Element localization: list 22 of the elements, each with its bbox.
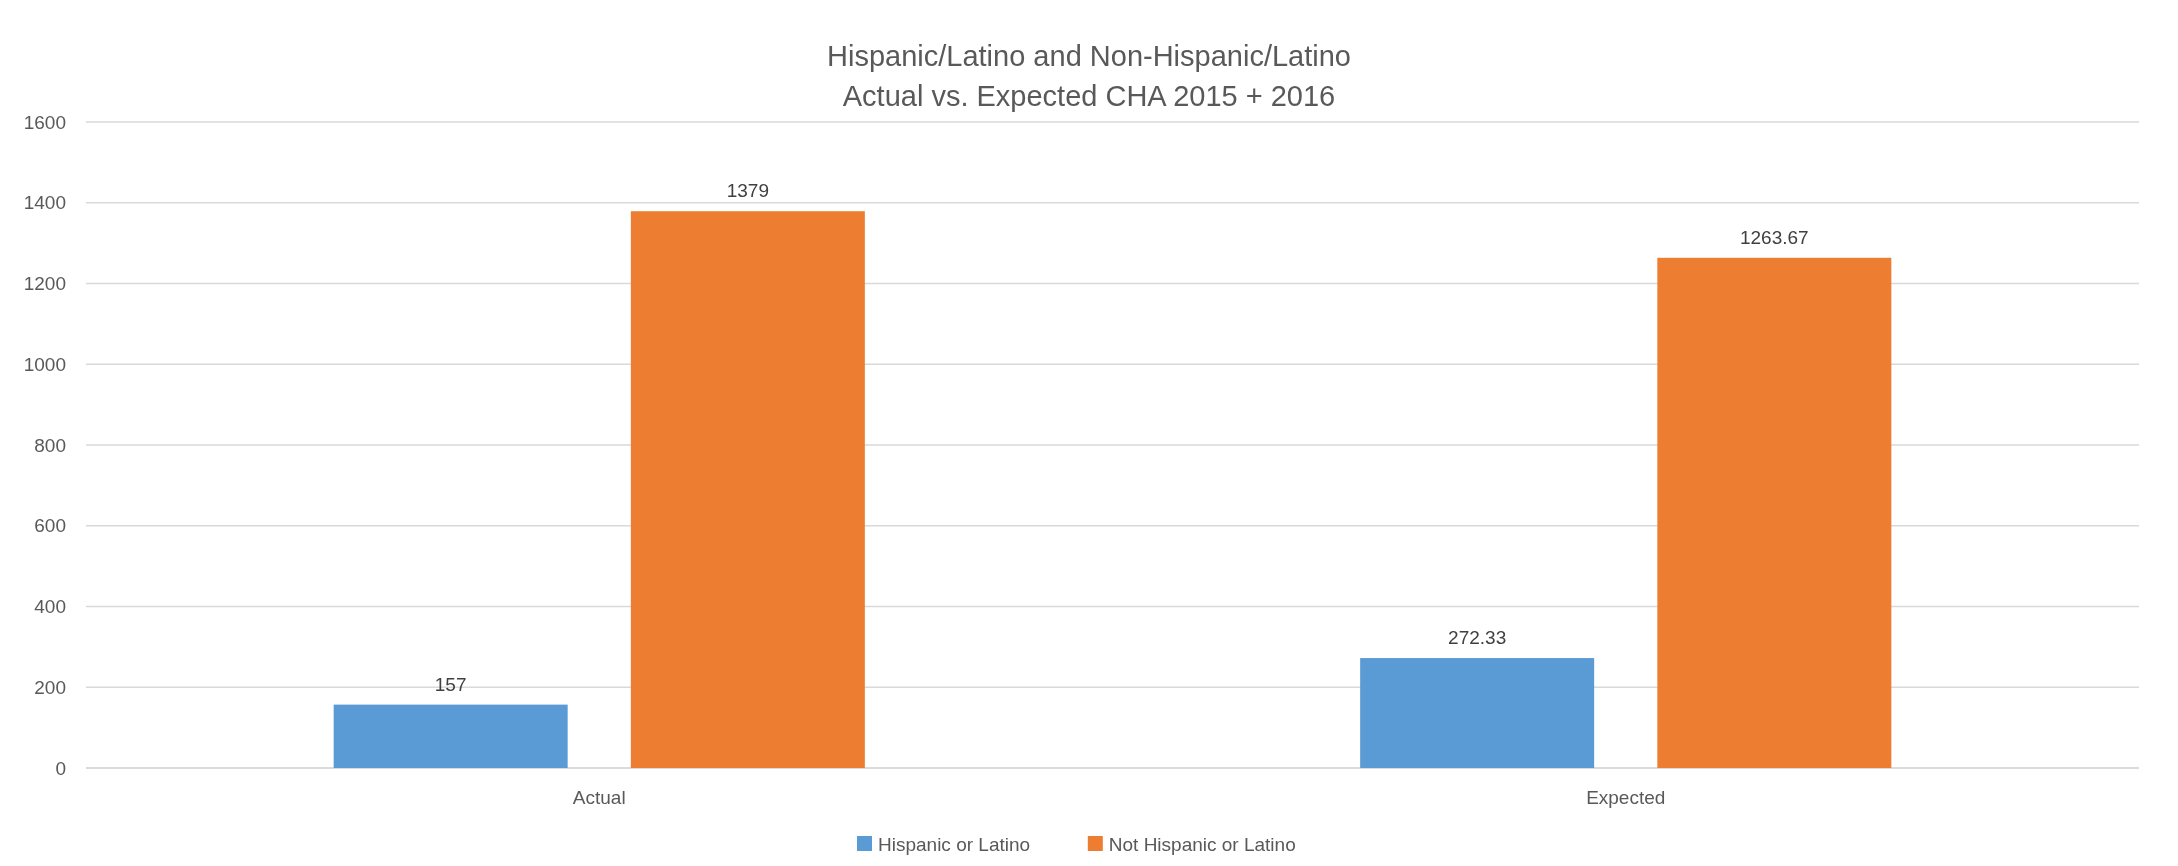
y-tick-label: 1000 bbox=[23, 353, 66, 375]
y-tick-label: 600 bbox=[34, 515, 66, 537]
y-tick-label: 200 bbox=[34, 676, 66, 698]
y-tick-label: 400 bbox=[34, 596, 66, 618]
y-tick-label: 1200 bbox=[23, 273, 66, 295]
data-label: 1379 bbox=[726, 180, 769, 202]
y-tick-label: 1400 bbox=[23, 192, 66, 214]
chart-title: Hispanic/Latino and Non-Hispanic/Latino Actual vs. Expected CHA 2015 + 2016 bbox=[827, 40, 1351, 112]
bar bbox=[1657, 257, 1892, 768]
data-label: 157 bbox=[434, 673, 467, 695]
y-tick-label: 0 bbox=[55, 757, 66, 779]
y-tick-label: 800 bbox=[34, 434, 66, 456]
bar bbox=[1360, 658, 1595, 768]
data-label: 272.33 bbox=[1448, 627, 1507, 649]
x-tick-label: Actual bbox=[572, 787, 626, 808]
bar bbox=[630, 211, 865, 768]
legend-label: Not Hispanic or Latino bbox=[1108, 833, 1296, 855]
legend-label: Hispanic or Latino bbox=[878, 833, 1031, 855]
y-tick-label: 1600 bbox=[23, 111, 66, 133]
data-label: 1263.67 bbox=[1740, 226, 1809, 248]
x-tick-label: Expected bbox=[1586, 787, 1666, 808]
bar bbox=[333, 704, 568, 768]
